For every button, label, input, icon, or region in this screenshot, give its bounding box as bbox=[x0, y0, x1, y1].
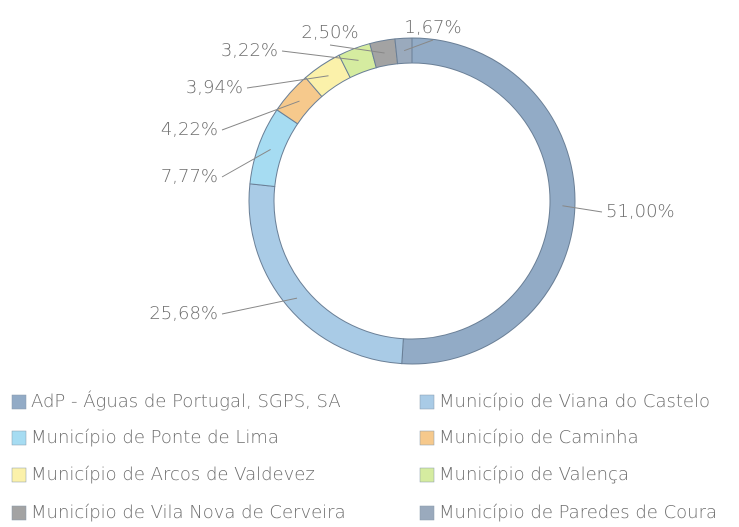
legend-label: Município de Caminha bbox=[439, 427, 639, 448]
leader-line bbox=[329, 44, 385, 54]
data-label: 2,50% bbox=[301, 22, 358, 43]
leader-line bbox=[281, 50, 359, 61]
leader-line bbox=[221, 149, 271, 178]
legend-swatch bbox=[11, 505, 27, 521]
legend-swatch bbox=[419, 430, 435, 446]
legend-swatch bbox=[419, 505, 435, 521]
legend-label: Município de Viana do Castelo bbox=[439, 391, 710, 412]
data-label: 3,94% bbox=[186, 77, 243, 98]
donut-slice bbox=[394, 37, 413, 65]
leader-line bbox=[403, 39, 434, 52]
legend-swatch bbox=[419, 467, 435, 483]
donut-slice bbox=[249, 109, 299, 188]
leader-line bbox=[221, 100, 300, 131]
legend-label: Município de Paredes de Coura bbox=[439, 502, 717, 523]
leader-line bbox=[562, 205, 603, 213]
legend-swatch bbox=[11, 467, 27, 483]
legend-label: Município de Valença bbox=[439, 464, 629, 485]
data-label: 51,00% bbox=[606, 201, 675, 222]
donut-slice bbox=[248, 183, 404, 365]
data-label: 25,68% bbox=[149, 303, 218, 324]
data-label: 3,22% bbox=[221, 40, 278, 61]
legend-label: Município de Ponte de Lima bbox=[31, 427, 279, 448]
legend-swatch bbox=[11, 430, 27, 446]
legend-swatch bbox=[11, 394, 27, 410]
data-label: 7,77% bbox=[161, 166, 218, 187]
leader-line bbox=[246, 75, 329, 89]
data-label: 4,22% bbox=[161, 119, 218, 140]
legend-swatch bbox=[419, 394, 435, 410]
legend-label: AdP - Águas de Portugal, SGPS, SA bbox=[31, 390, 341, 412]
data-label: 1,67% bbox=[404, 17, 461, 38]
legend-label: Município de Vila Nova de Cerveira bbox=[31, 502, 346, 523]
donut-slice bbox=[401, 37, 576, 365]
leader-line bbox=[221, 297, 298, 315]
legend-label: Município de Arcos de Valdevez bbox=[31, 464, 315, 485]
